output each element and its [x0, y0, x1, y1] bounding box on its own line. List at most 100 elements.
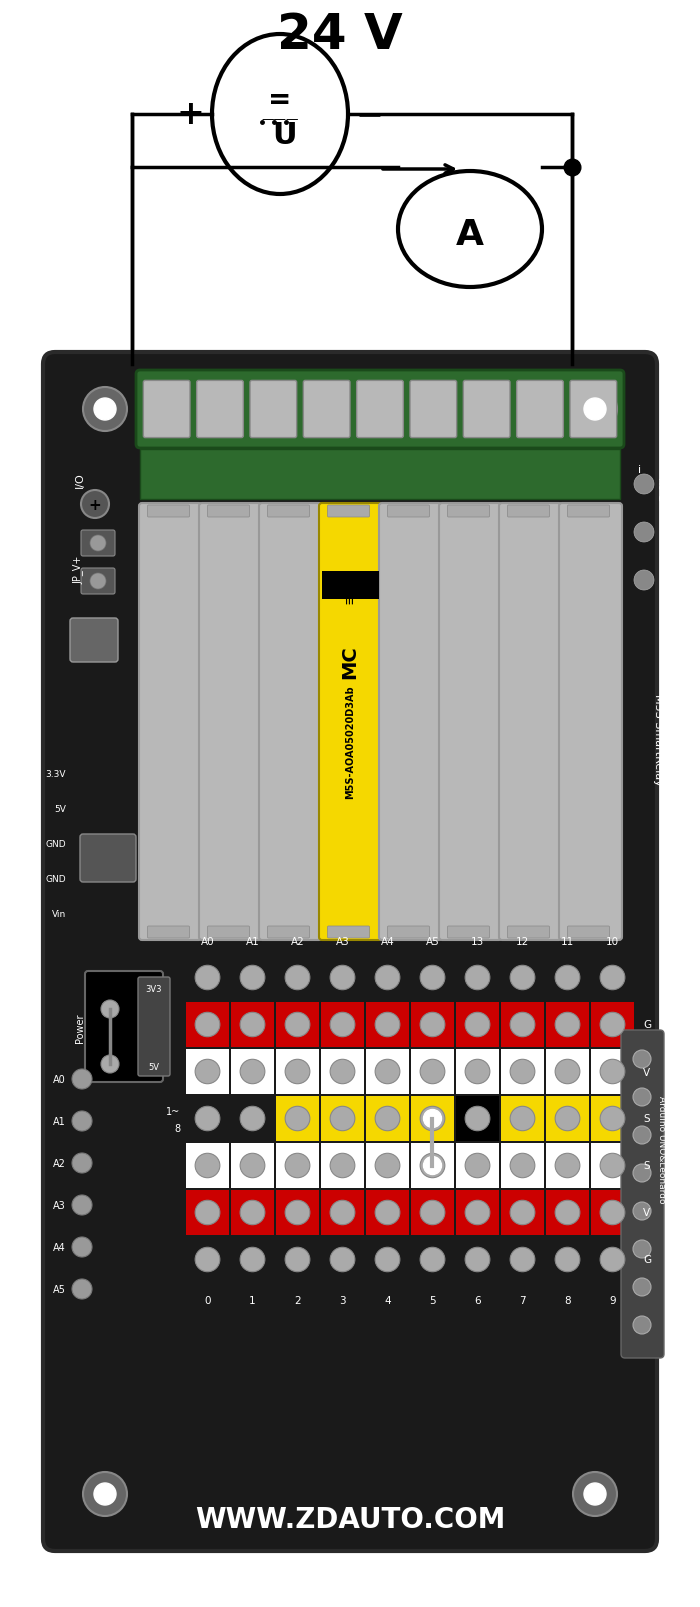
Ellipse shape	[375, 1200, 400, 1225]
Ellipse shape	[285, 1012, 310, 1037]
Ellipse shape	[600, 966, 625, 990]
FancyBboxPatch shape	[319, 503, 382, 940]
FancyBboxPatch shape	[321, 1003, 364, 1048]
Ellipse shape	[195, 1200, 220, 1225]
Ellipse shape	[465, 1154, 490, 1178]
FancyBboxPatch shape	[85, 971, 163, 1083]
Ellipse shape	[420, 1012, 445, 1037]
Ellipse shape	[555, 1107, 580, 1131]
FancyBboxPatch shape	[591, 1143, 634, 1188]
Circle shape	[72, 1237, 92, 1257]
Text: 12: 12	[674, 582, 685, 590]
Ellipse shape	[195, 1107, 220, 1131]
Text: 5: 5	[674, 805, 679, 815]
FancyBboxPatch shape	[144, 381, 190, 439]
Ellipse shape	[555, 1247, 580, 1271]
Text: A5: A5	[426, 937, 440, 947]
Ellipse shape	[600, 1012, 625, 1037]
FancyBboxPatch shape	[81, 530, 115, 556]
Text: 2: 2	[294, 1295, 301, 1305]
Text: S: S	[643, 1114, 650, 1123]
Text: A: A	[456, 219, 484, 252]
FancyBboxPatch shape	[366, 1003, 409, 1048]
Ellipse shape	[330, 1154, 355, 1178]
Text: 12: 12	[516, 937, 529, 947]
Ellipse shape	[375, 1154, 400, 1178]
Circle shape	[633, 1241, 651, 1258]
Text: 1~: 1~	[166, 1107, 180, 1117]
FancyBboxPatch shape	[276, 1049, 319, 1094]
Ellipse shape	[330, 1059, 355, 1085]
Ellipse shape	[510, 966, 535, 990]
Text: 0: 0	[204, 1295, 211, 1305]
Text: 7: 7	[519, 1295, 526, 1305]
FancyBboxPatch shape	[250, 381, 297, 439]
FancyBboxPatch shape	[411, 1003, 454, 1048]
Circle shape	[424, 1157, 442, 1175]
Ellipse shape	[465, 966, 490, 990]
Text: 3: 3	[674, 869, 680, 877]
FancyBboxPatch shape	[186, 1143, 229, 1188]
FancyBboxPatch shape	[546, 1003, 589, 1048]
FancyBboxPatch shape	[570, 381, 617, 439]
Ellipse shape	[195, 1154, 220, 1178]
Ellipse shape	[510, 1107, 535, 1131]
Ellipse shape	[285, 1200, 310, 1225]
FancyBboxPatch shape	[366, 1143, 409, 1188]
Text: 4: 4	[384, 1295, 391, 1305]
Text: A2: A2	[53, 1159, 66, 1168]
Text: M5S-AOA05020D3Ab: M5S-AOA05020D3Ab	[345, 685, 355, 799]
Text: A1: A1	[53, 1117, 66, 1127]
FancyBboxPatch shape	[81, 569, 115, 595]
FancyBboxPatch shape	[303, 381, 350, 439]
Text: 4: 4	[685, 1143, 691, 1152]
FancyBboxPatch shape	[43, 354, 657, 1551]
FancyBboxPatch shape	[366, 1049, 409, 1094]
Ellipse shape	[240, 1107, 265, 1131]
Ellipse shape	[285, 1059, 310, 1085]
Text: Vin: Vin	[52, 910, 66, 919]
Ellipse shape	[195, 1059, 220, 1085]
Text: 13: 13	[471, 937, 484, 947]
FancyBboxPatch shape	[546, 1191, 589, 1236]
FancyBboxPatch shape	[148, 506, 190, 517]
Ellipse shape	[510, 1059, 535, 1085]
Ellipse shape	[285, 1107, 310, 1131]
FancyBboxPatch shape	[591, 1096, 634, 1141]
Text: 14: 14	[674, 517, 685, 525]
FancyBboxPatch shape	[139, 503, 202, 940]
Ellipse shape	[195, 966, 220, 990]
FancyBboxPatch shape	[138, 977, 170, 1077]
Circle shape	[584, 399, 606, 421]
FancyBboxPatch shape	[501, 1003, 544, 1048]
FancyBboxPatch shape	[328, 926, 370, 938]
Text: A3: A3	[335, 937, 349, 947]
Ellipse shape	[465, 1107, 490, 1131]
Circle shape	[72, 1112, 92, 1131]
Circle shape	[634, 474, 654, 495]
Circle shape	[424, 1110, 442, 1128]
FancyBboxPatch shape	[456, 1143, 499, 1188]
FancyBboxPatch shape	[456, 1003, 499, 1048]
Ellipse shape	[330, 1107, 355, 1131]
FancyBboxPatch shape	[140, 450, 620, 500]
Circle shape	[633, 1202, 651, 1220]
Text: Power: Power	[75, 1012, 85, 1041]
FancyBboxPatch shape	[591, 1003, 634, 1048]
Circle shape	[633, 1127, 651, 1144]
Ellipse shape	[600, 1154, 625, 1178]
Circle shape	[90, 535, 106, 551]
FancyBboxPatch shape	[208, 506, 249, 517]
FancyBboxPatch shape	[231, 1096, 274, 1141]
FancyBboxPatch shape	[546, 1096, 589, 1141]
Ellipse shape	[420, 1154, 445, 1178]
Circle shape	[94, 1483, 116, 1506]
FancyBboxPatch shape	[568, 926, 610, 938]
FancyBboxPatch shape	[501, 1191, 544, 1236]
Text: 5: 5	[429, 1295, 436, 1305]
Circle shape	[72, 1196, 92, 1215]
Circle shape	[584, 1483, 606, 1506]
FancyBboxPatch shape	[411, 1096, 454, 1141]
Circle shape	[633, 1165, 651, 1183]
Text: 6: 6	[674, 773, 680, 783]
